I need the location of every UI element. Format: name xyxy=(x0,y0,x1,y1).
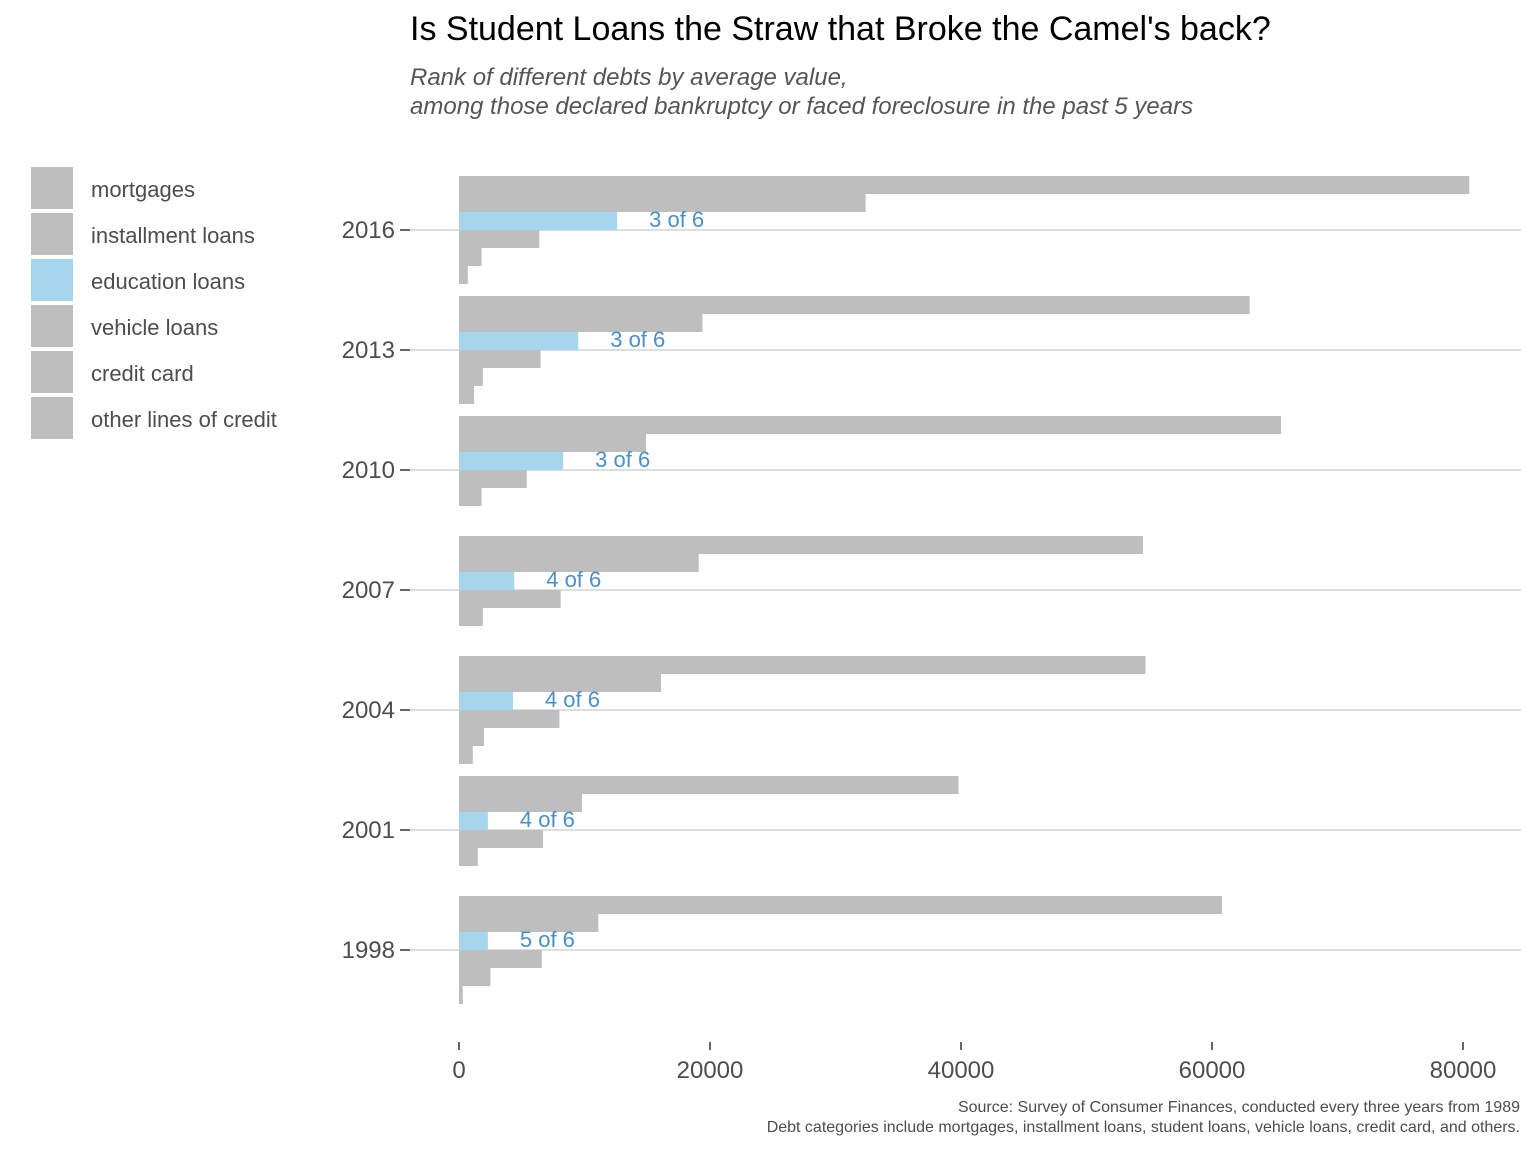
rank-label-1998: 5 of 6 xyxy=(520,927,575,952)
bar-education-loans-2016 xyxy=(459,212,618,230)
subtitle-line-2: among those declared bankruptcy or faced… xyxy=(410,93,1194,120)
bar-credit-card-2007 xyxy=(459,608,483,626)
bar-credit-card-2010 xyxy=(459,488,482,506)
legend-label-education-loans: education loans xyxy=(91,269,246,294)
x-tick-label-40000: 40000 xyxy=(928,1057,995,1084)
legend-swatch-installment-loans xyxy=(31,213,73,255)
y-tick-label-2004: 2004 xyxy=(342,697,395,724)
legend-swatch-mortgages xyxy=(31,167,73,209)
bar-education-loans-1998 xyxy=(459,932,488,950)
x-tick-label-60000: 60000 xyxy=(1179,1057,1246,1084)
bar-vehicle-loans-2013 xyxy=(459,350,541,368)
bar-vehicle-loans-1998 xyxy=(459,950,542,968)
legend-swatch-credit-card xyxy=(31,351,73,393)
legend-label-installment-loans: installment loans xyxy=(91,223,255,248)
bar-mortgages-1998 xyxy=(459,896,1223,914)
bar-other-lines-of-credit-1998 xyxy=(459,986,463,1004)
rank-label-2016: 3 of 6 xyxy=(649,207,704,232)
bar-education-loans-2013 xyxy=(459,332,579,350)
bar-installment-loans-2016 xyxy=(459,194,866,212)
chart-title: Is Student Loans the Straw that Broke th… xyxy=(410,10,1271,48)
caption-source: Source: Survey of Consumer Finances, con… xyxy=(957,1099,1520,1116)
rank-label-2001: 4 of 6 xyxy=(520,807,575,832)
bar-other-lines-of-credit-2016 xyxy=(459,266,468,284)
y-tick-label-1998: 1998 xyxy=(342,937,395,964)
x-tick-label-20000: 20000 xyxy=(677,1057,744,1084)
bar-mortgages-2016 xyxy=(459,176,1470,194)
rank-label-2013: 3 of 6 xyxy=(610,327,665,352)
bar-credit-card-2004 xyxy=(459,728,485,746)
legend-swatch-vehicle-loans xyxy=(31,305,73,347)
bar-vehicle-loans-2004 xyxy=(459,710,560,728)
bar-mortgages-2013 xyxy=(459,296,1250,314)
bar-installment-loans-2001 xyxy=(459,794,582,812)
legend-label-mortgages: mortgages xyxy=(91,177,195,202)
bar-vehicle-loans-2010 xyxy=(459,470,527,488)
bar-vehicle-loans-2016 xyxy=(459,230,540,248)
legend-label-credit-card: credit card xyxy=(91,361,194,386)
legend-swatch-other-lines-of-credit xyxy=(31,397,73,439)
bar-mortgages-2010 xyxy=(459,416,1282,434)
bar-installment-loans-2004 xyxy=(459,674,662,692)
bar-vehicle-loans-2007 xyxy=(459,590,561,608)
bar-education-loans-2010 xyxy=(459,452,564,470)
bar-credit-card-2001 xyxy=(459,848,478,866)
bar-education-loans-2007 xyxy=(459,572,515,590)
bar-credit-card-1998 xyxy=(459,968,491,986)
x-tick-label-0: 0 xyxy=(452,1057,465,1084)
bar-installment-loans-2013 xyxy=(459,314,703,332)
bar-credit-card-2013 xyxy=(459,368,483,386)
bar-mortgages-2007 xyxy=(459,536,1143,554)
caption-note: Debt categories include mortgages, insta… xyxy=(766,1119,1520,1136)
bar-other-lines-of-credit-2004 xyxy=(459,746,473,764)
bar-education-loans-2004 xyxy=(459,692,513,710)
bar-installment-loans-2007 xyxy=(459,554,699,572)
bar-vehicle-loans-2001 xyxy=(459,830,544,848)
rank-label-2010: 3 of 6 xyxy=(595,447,650,472)
rank-label-2007: 4 of 6 xyxy=(546,567,601,592)
y-tick-label-2001: 2001 xyxy=(342,817,395,844)
bar-installment-loans-2010 xyxy=(459,434,646,452)
y-tick-label-2010: 2010 xyxy=(342,457,395,484)
legend-label-vehicle-loans: vehicle loans xyxy=(91,315,219,340)
y-tick-label-2013: 2013 xyxy=(342,337,395,364)
legend-swatch-education-loans xyxy=(31,259,73,301)
subtitle-line-1: Rank of different debts by average value… xyxy=(410,64,848,91)
bar-credit-card-2016 xyxy=(459,248,482,266)
chart-subtitle: Rank of different debts by average value… xyxy=(410,63,1193,121)
bar-education-loans-2001 xyxy=(459,812,488,830)
bar-mortgages-2004 xyxy=(459,656,1146,674)
bar-installment-loans-1998 xyxy=(459,914,599,932)
bar-other-lines-of-credit-2013 xyxy=(459,386,475,404)
chart-caption: Source: Survey of Consumer Finances, con… xyxy=(767,1098,1520,1138)
legend-label-other-lines-of-credit: other lines of credit xyxy=(91,407,277,432)
bar-mortgages-2001 xyxy=(459,776,959,794)
rank-label-2004: 4 of 6 xyxy=(545,687,600,712)
y-tick-label-2007: 2007 xyxy=(342,577,395,604)
y-tick-label-2016: 2016 xyxy=(342,217,395,244)
x-tick-label-80000: 80000 xyxy=(1430,1057,1497,1084)
